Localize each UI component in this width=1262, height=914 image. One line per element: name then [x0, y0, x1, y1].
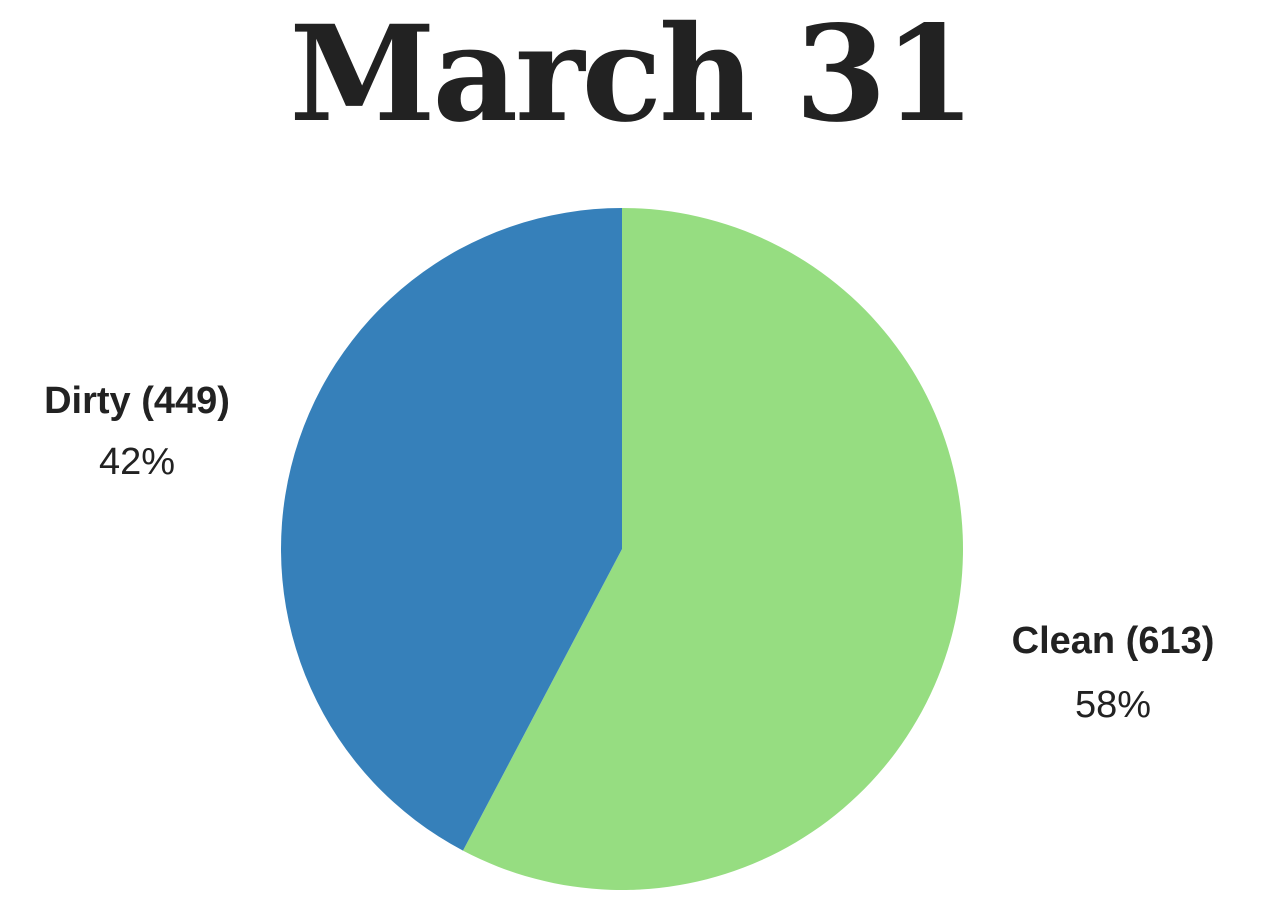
chart-title: March 31: [289, 0, 975, 152]
pie-slice-clean: [462, 207, 964, 891]
slice-label-dirty: Dirty (449): [44, 380, 230, 422]
slice-percent-clean: 58%: [1075, 684, 1151, 726]
pie-slices: [281, 207, 964, 891]
slice-label-clean: Clean (613): [1012, 620, 1215, 662]
pie-labels: Clean (613) 58% Dirty (449) 42%: [44, 380, 1214, 726]
slice-percent-dirty: 42%: [99, 441, 175, 483]
pie-slice-dirty: [281, 208, 622, 851]
